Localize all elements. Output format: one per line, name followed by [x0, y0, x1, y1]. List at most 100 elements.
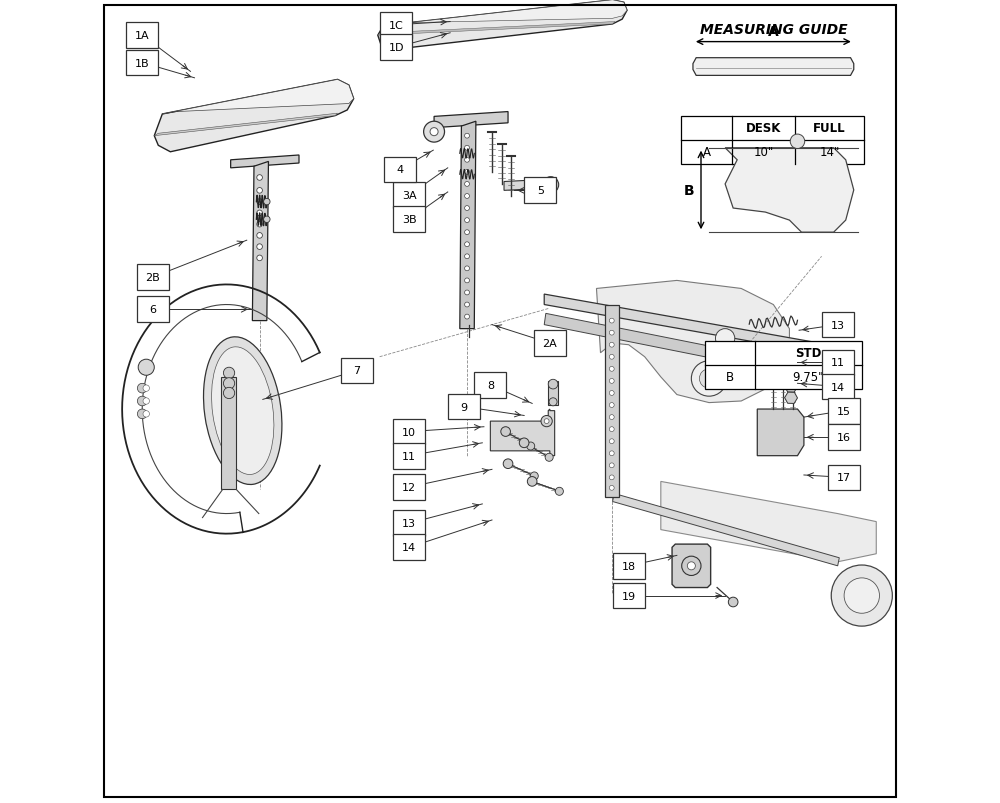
Text: 1B: 1B: [135, 59, 150, 68]
Circle shape: [143, 385, 149, 392]
Circle shape: [465, 230, 469, 235]
Bar: [341, 358, 373, 384]
Text: 14": 14": [819, 146, 840, 159]
Circle shape: [137, 384, 147, 393]
Text: B: B: [726, 371, 734, 384]
Text: 1A: 1A: [135, 31, 150, 41]
Ellipse shape: [204, 337, 282, 485]
Text: 19: 19: [622, 591, 636, 601]
Text: 6: 6: [149, 305, 156, 315]
Text: 12: 12: [402, 483, 416, 492]
Circle shape: [223, 378, 235, 389]
Bar: [380, 35, 412, 61]
Polygon shape: [504, 180, 552, 191]
Circle shape: [138, 360, 154, 376]
Circle shape: [257, 189, 262, 194]
Circle shape: [609, 331, 614, 336]
Bar: [822, 374, 854, 400]
Circle shape: [465, 243, 469, 247]
Circle shape: [547, 182, 554, 189]
Circle shape: [691, 361, 727, 397]
Circle shape: [527, 442, 535, 450]
Circle shape: [541, 416, 552, 427]
Circle shape: [503, 459, 513, 469]
Polygon shape: [252, 162, 268, 321]
Circle shape: [465, 279, 469, 283]
Circle shape: [257, 245, 262, 251]
Circle shape: [465, 158, 469, 163]
Text: 9.75": 9.75": [793, 371, 824, 384]
Polygon shape: [162, 80, 354, 115]
Circle shape: [223, 388, 235, 399]
Bar: [828, 398, 860, 424]
Circle shape: [223, 368, 235, 379]
Circle shape: [143, 398, 149, 405]
Bar: [380, 13, 412, 39]
Text: A: A: [768, 25, 779, 39]
Polygon shape: [378, 22, 615, 36]
Circle shape: [831, 565, 892, 626]
Bar: [534, 331, 566, 357]
Circle shape: [609, 319, 614, 324]
Circle shape: [609, 391, 614, 396]
Circle shape: [790, 135, 805, 149]
Bar: [474, 373, 506, 398]
Polygon shape: [221, 377, 236, 490]
Text: 1C: 1C: [389, 21, 404, 31]
Circle shape: [543, 177, 559, 194]
Circle shape: [609, 427, 614, 432]
Polygon shape: [460, 122, 476, 329]
Circle shape: [609, 415, 614, 420]
Text: 10": 10": [753, 146, 774, 159]
Circle shape: [465, 134, 469, 139]
Circle shape: [137, 397, 147, 406]
Bar: [448, 394, 480, 420]
Polygon shape: [757, 410, 804, 456]
Text: MEASURING GUIDE: MEASURING GUIDE: [700, 22, 847, 36]
Bar: [828, 465, 860, 491]
Circle shape: [257, 176, 262, 181]
Polygon shape: [544, 314, 815, 379]
Circle shape: [257, 211, 262, 217]
Circle shape: [257, 234, 262, 239]
Circle shape: [465, 194, 469, 199]
Bar: [613, 583, 645, 609]
Circle shape: [745, 357, 769, 381]
Circle shape: [465, 303, 469, 308]
Bar: [393, 511, 425, 536]
Text: 11: 11: [402, 451, 416, 461]
Polygon shape: [378, 1, 627, 51]
Polygon shape: [693, 59, 854, 76]
Bar: [393, 183, 425, 209]
Circle shape: [609, 475, 614, 480]
Polygon shape: [605, 305, 619, 498]
Text: 16: 16: [837, 433, 851, 442]
Bar: [393, 207, 425, 233]
Text: 1D: 1D: [389, 43, 404, 53]
Text: 17: 17: [837, 473, 851, 483]
Text: 15: 15: [837, 406, 851, 416]
Circle shape: [609, 463, 614, 468]
Polygon shape: [383, 1, 627, 26]
Bar: [828, 425, 860, 450]
Circle shape: [465, 206, 469, 211]
Polygon shape: [154, 114, 338, 137]
Text: 2A: 2A: [542, 339, 557, 349]
Circle shape: [465, 146, 469, 151]
Circle shape: [257, 255, 262, 261]
Bar: [137, 297, 169, 323]
Circle shape: [609, 379, 614, 384]
Text: 11: 11: [831, 358, 845, 368]
Text: 2B: 2B: [145, 273, 160, 283]
Polygon shape: [154, 80, 354, 153]
Circle shape: [609, 355, 614, 360]
Text: 18: 18: [622, 561, 636, 571]
Text: 5: 5: [537, 186, 544, 196]
Bar: [384, 157, 416, 183]
Circle shape: [687, 562, 695, 570]
Circle shape: [465, 170, 469, 175]
Circle shape: [465, 218, 469, 223]
Bar: [393, 475, 425, 500]
Text: 14: 14: [831, 382, 845, 392]
Circle shape: [501, 427, 510, 437]
